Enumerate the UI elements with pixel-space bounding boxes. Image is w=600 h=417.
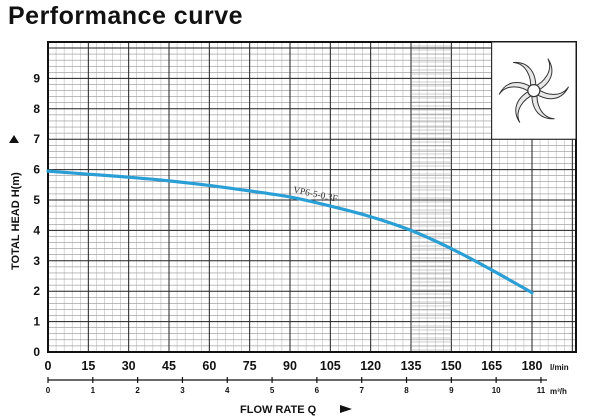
x-axis-arrow-icon [340, 405, 352, 413]
impeller-blade [515, 89, 535, 123]
x2-tick-label: 5 [270, 386, 275, 395]
x2-tick-label: 8 [404, 386, 409, 395]
x2-tick-label: 0 [46, 386, 51, 395]
y-tick-label: 4 [33, 223, 40, 237]
x-tick-label: 0 [45, 359, 52, 373]
x-tick-label: 75 [243, 359, 257, 373]
y-tick-label: 3 [33, 254, 40, 268]
impeller-blade [532, 58, 553, 92]
x-tick-label: 60 [202, 359, 216, 373]
series-line [46, 169, 534, 295]
impeller-blade [531, 91, 555, 120]
x-axis-unit: l/min [550, 363, 569, 372]
impeller-blade [535, 86, 569, 100]
x-tick-labels: 0 15 30 45 60 75 90 105 120 135 150 165 180 [45, 359, 543, 373]
x-tick-label: 15 [81, 359, 95, 373]
x2-axis-unit: m³/h [550, 387, 567, 396]
plot-frame [47, 41, 577, 353]
x-tick-label: 105 [320, 359, 341, 373]
x-tick-label: 90 [283, 359, 297, 373]
y-tick-label: 6 [33, 163, 40, 177]
x-tick-label: 165 [481, 359, 502, 373]
y-tick-label: 1 [33, 315, 40, 329]
y-axis-arrow-icon [9, 135, 19, 143]
x2-tick-label: 10 [492, 386, 501, 395]
x-tick-label: 135 [401, 359, 422, 373]
impeller-icon [498, 58, 569, 123]
x-tick-label: 120 [360, 359, 381, 373]
x2-tick-label: 4 [225, 386, 230, 395]
y-tick-label: 9 [33, 71, 40, 85]
x2-tick-label: 9 [449, 386, 454, 395]
impeller-inset [491, 41, 577, 140]
x-tick-label: 45 [162, 359, 176, 373]
impeller-hub [527, 83, 541, 98]
x-tick-label: 150 [441, 359, 462, 373]
x2-tick-label: 1 [91, 386, 96, 395]
y-axis-label: TOTAL HEAD H(m) [10, 172, 22, 270]
x-tick-label: 180 [522, 359, 543, 373]
y-tick-label: 0 [33, 345, 40, 359]
impeller-blade [498, 81, 533, 95]
chart-title: Performance curve [8, 2, 244, 30]
x2-tick-label: 3 [180, 386, 185, 395]
x2-tick-label: 2 [135, 386, 140, 395]
y-tick-label: 5 [33, 193, 40, 207]
x2-tick-label: 11 [537, 386, 546, 395]
y-tick-labels: 0 1 2 3 4 5 6 7 8 9 [33, 71, 40, 359]
x2-tick-label: 6 [315, 386, 320, 395]
x2-tick-label: 7 [359, 386, 364, 395]
x-tick-label: 30 [122, 359, 136, 373]
hatched-band [411, 42, 452, 352]
x-axis-label: FLOW RATE Q [240, 404, 317, 416]
impeller-blade [513, 61, 537, 90]
y-tick-label: 2 [33, 284, 40, 298]
y-tick-label: 8 [33, 102, 40, 116]
y-tick-label: 7 [33, 132, 40, 146]
x2-axis: 0 1 2 3 4 5 6 7 8 9 10 11 [46, 377, 547, 395]
